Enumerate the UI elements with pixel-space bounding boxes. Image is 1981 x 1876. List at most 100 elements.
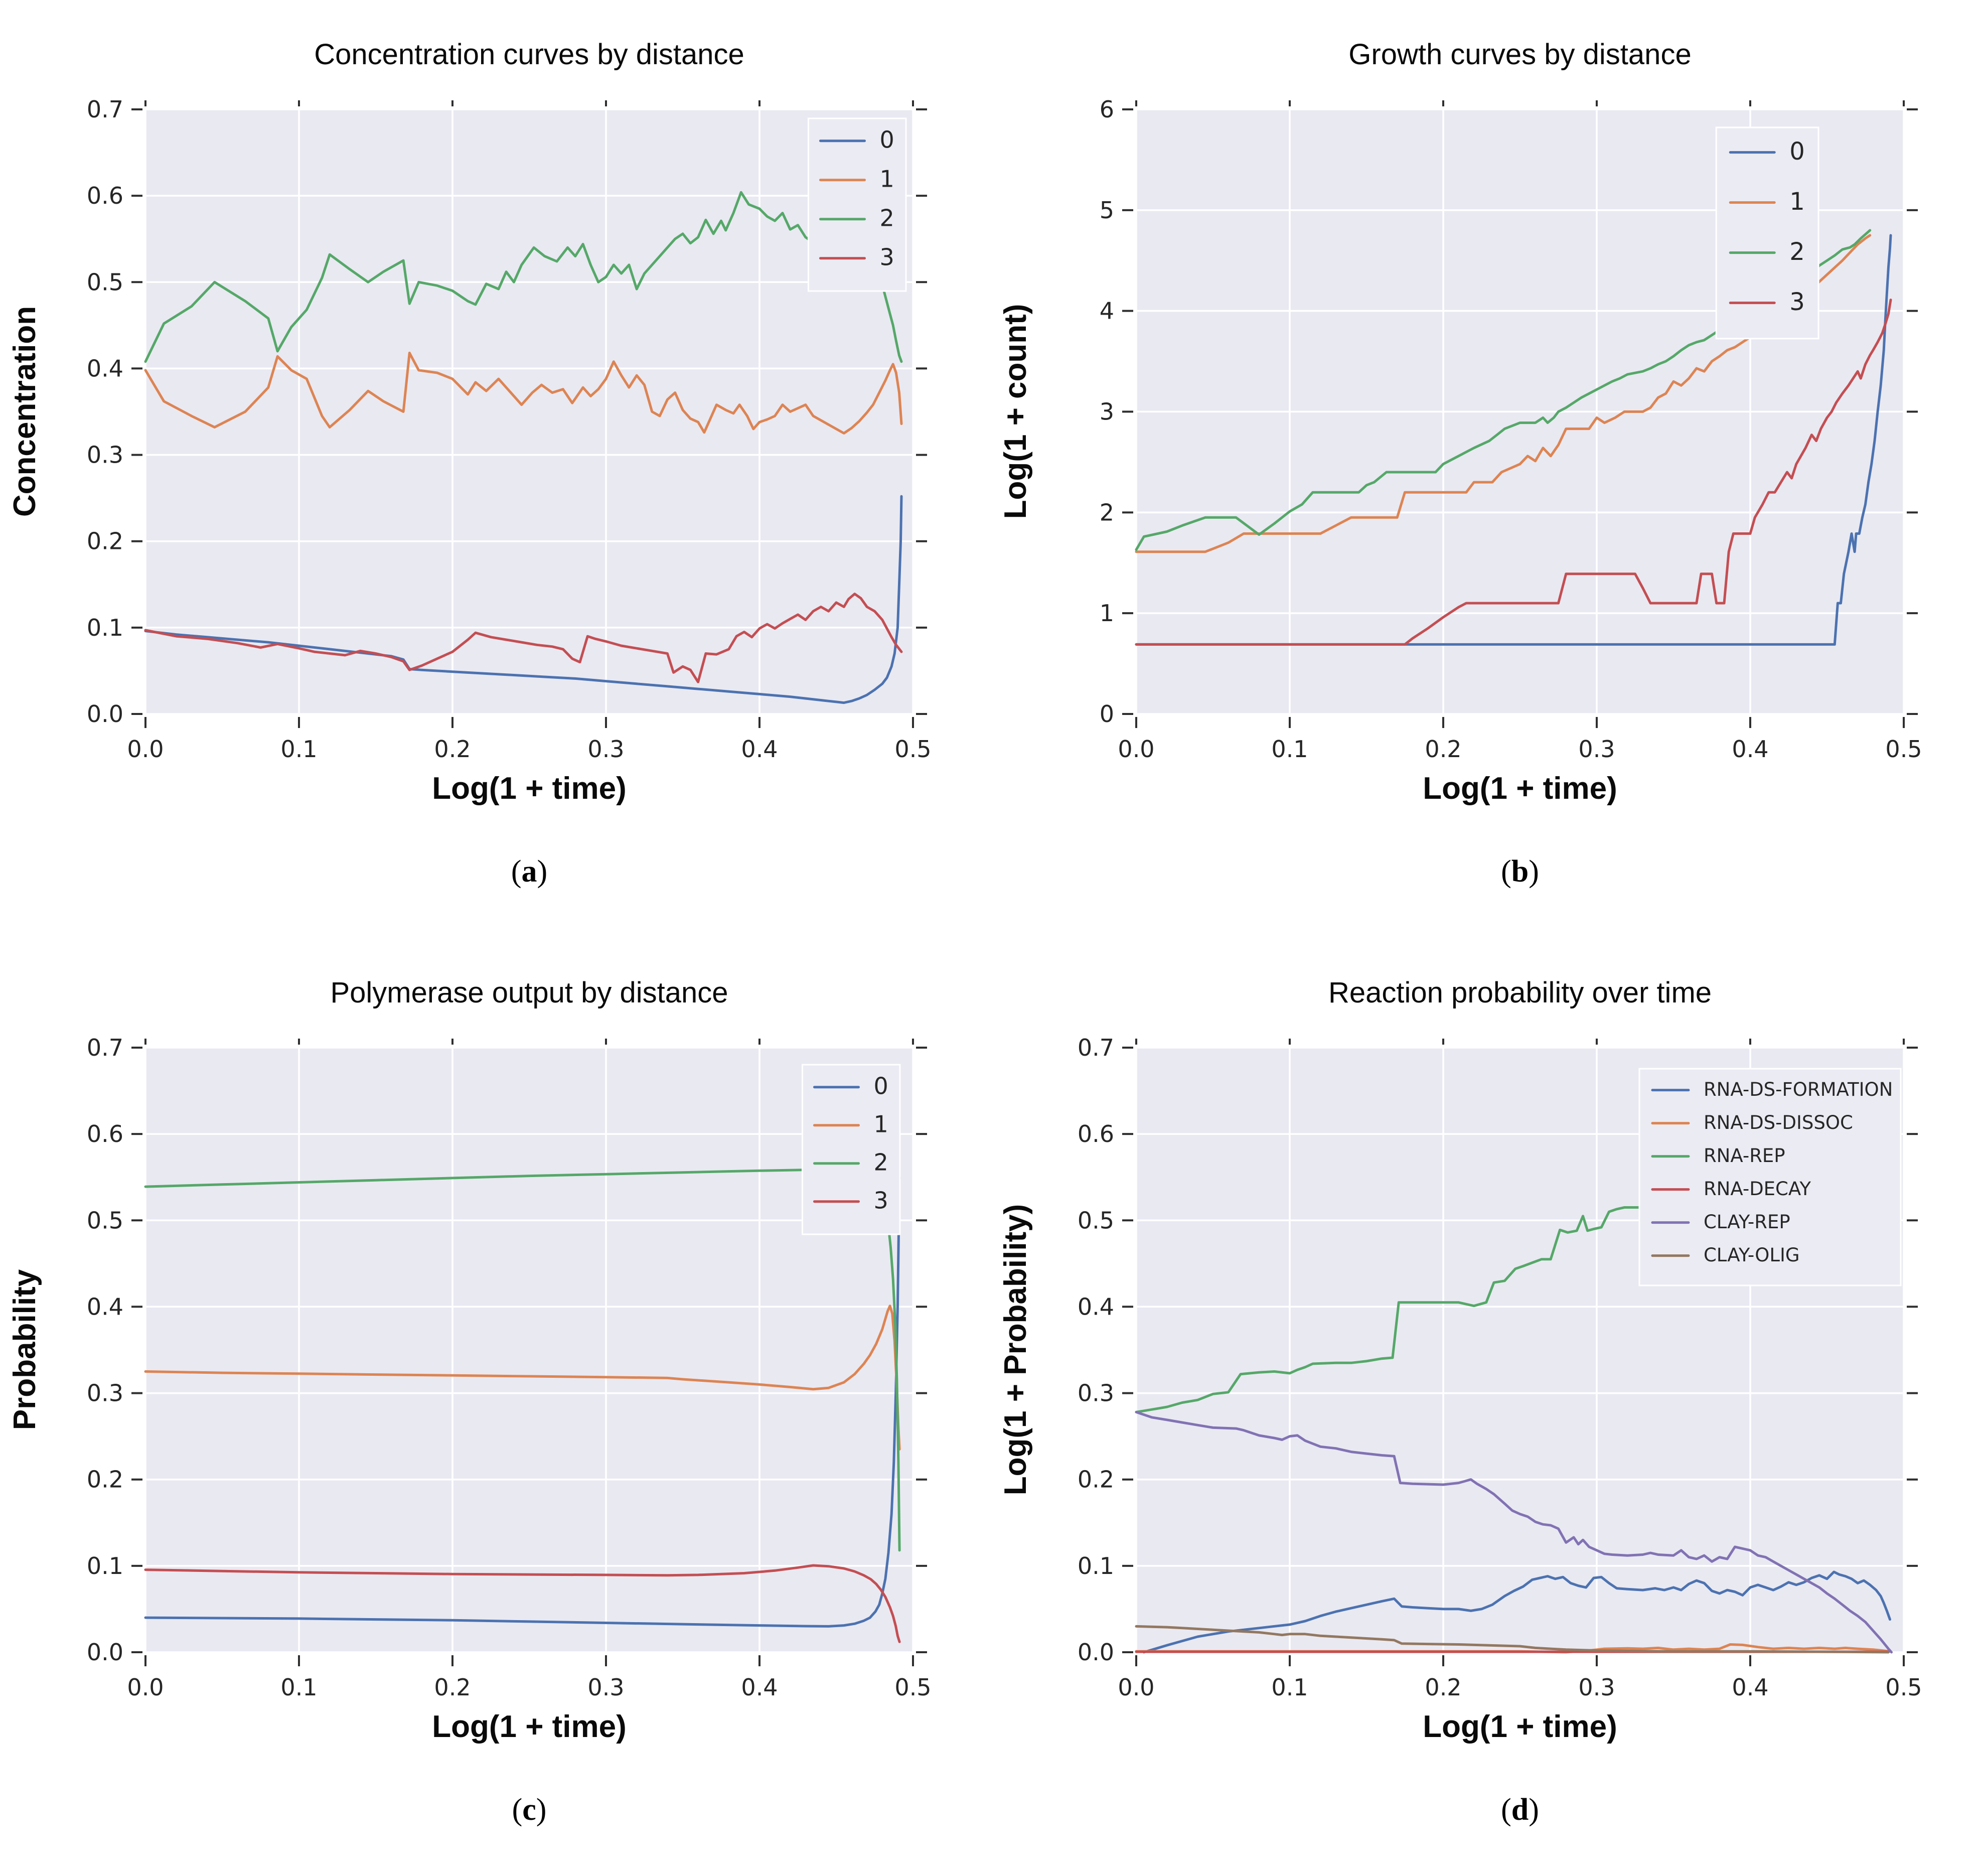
plot-layer: 0.0 0.1 0.2 0.3 0.4 0.5 0.0 0.1 0.2 0.3 0.4 0.5 0.6 0… bbox=[87, 96, 932, 763]
legend-box bbox=[807, 117, 907, 292]
chart-reaction-probability: 0.0 0.1 0.2 0.3 0.4 0.5 0.0 0.1 0.2 0.3 0.4 0.5 0.6 0… bbox=[998, 976, 1922, 1744]
y-tick-label: 0.3 bbox=[87, 442, 123, 469]
chart-title: Reaction probability over time bbox=[1328, 976, 1712, 1009]
y-tick-label: 0.4 bbox=[87, 355, 123, 382]
legend-label-1: 1 bbox=[879, 166, 894, 193]
legend-label-3: 3 bbox=[879, 244, 894, 271]
caption-c: (c) bbox=[145, 1792, 913, 1828]
x-tick-label: 0.5 bbox=[894, 1674, 931, 1701]
plot-layer: 0.0 0.1 0.2 0.3 0.4 0.5 0 1 2 3 4 5 6 0 1 2 3 bbox=[1100, 96, 1922, 763]
caption-letter: b bbox=[1511, 854, 1529, 889]
legend-label-clay-olig: CLAY-OLIG bbox=[1704, 1244, 1800, 1266]
x-tick-label: 0.0 bbox=[127, 1674, 164, 1701]
series-line-1 bbox=[144, 1305, 901, 1451]
legend-label-1: 1 bbox=[873, 1111, 888, 1138]
y-tick-label: 0.7 bbox=[1078, 1034, 1114, 1061]
legend-label-2: 2 bbox=[879, 205, 894, 232]
chart-title: Polymerase output by distance bbox=[330, 976, 728, 1009]
legend-label-0: 0 bbox=[879, 126, 894, 154]
y-tick-label: 0.4 bbox=[1078, 1293, 1114, 1320]
x-tick-label: 0.3 bbox=[587, 736, 624, 763]
x-tick-label: 0.1 bbox=[1271, 736, 1308, 763]
legend-label-rna-decay: RNA-DECAY bbox=[1704, 1178, 1811, 1200]
panel-b: 0.0 0.1 0.2 0.3 0.4 0.5 0 1 2 3 4 5 6 0 1 2 3 Growth cur… bbox=[991, 0, 1981, 938]
x-tick-label: 0.2 bbox=[1425, 736, 1461, 763]
y-axis-label: Concentration bbox=[8, 306, 42, 517]
caption-letter: c bbox=[522, 1793, 536, 1827]
chart-growth: 0.0 0.1 0.2 0.3 0.4 0.5 0 1 2 3 4 5 6 0 1 2 3 Growth cur… bbox=[998, 38, 1922, 806]
x-tick-label: 0.2 bbox=[1425, 1674, 1461, 1701]
x-axis-label: Log(1 + time) bbox=[1423, 771, 1617, 806]
y-tick-label: 0.7 bbox=[87, 1034, 123, 1061]
legend-label-rna-ds-dissoc: RNA-DS-DISSOC bbox=[1704, 1112, 1853, 1133]
y-tick-label: 0.2 bbox=[87, 1466, 123, 1493]
y-tick-label: 0.1 bbox=[1078, 1552, 1114, 1579]
plot-layer: 0.0 0.1 0.2 0.3 0.4 0.5 0.0 0.1 0.2 0.3 0.4 0.5 0.6 0… bbox=[87, 1034, 932, 1701]
legend-label-clay-rep: CLAY-REP bbox=[1704, 1211, 1790, 1233]
legend-label-3: 3 bbox=[1789, 288, 1805, 316]
x-tick-label: 0.5 bbox=[1885, 736, 1922, 763]
x-tick-label: 0.3 bbox=[1578, 1674, 1615, 1701]
caption-letter: a bbox=[521, 854, 537, 889]
y-tick-label: 0.4 bbox=[87, 1293, 123, 1320]
caption-b: (b) bbox=[1136, 854, 1904, 890]
x-tick-label: 0.0 bbox=[1118, 736, 1154, 763]
chart-title: Concentration curves by distance bbox=[314, 38, 744, 71]
x-tick-label: 0.4 bbox=[1732, 1674, 1768, 1701]
series-line-clay-rep bbox=[1135, 1410, 1893, 1654]
caption-open: ( bbox=[511, 854, 522, 889]
y-tick-label: 0.0 bbox=[87, 700, 123, 728]
x-tick-label: 0.0 bbox=[1118, 1674, 1154, 1701]
caption-open: ( bbox=[512, 1793, 523, 1827]
y-tick-label: 0.5 bbox=[1078, 1207, 1114, 1234]
x-tick-label: 0.4 bbox=[741, 736, 778, 763]
series-line-3 bbox=[1135, 299, 1892, 646]
y-tick-label: 0 bbox=[1100, 700, 1114, 728]
legend-label-0: 0 bbox=[873, 1073, 888, 1100]
panel-d: 0.0 0.1 0.2 0.3 0.4 0.5 0.0 0.1 0.2 0.3 0.4 0.5 0.6 0… bbox=[991, 938, 1981, 1876]
y-tick-label: 1 bbox=[1100, 600, 1114, 627]
x-tick-label: 0.1 bbox=[1271, 1674, 1308, 1701]
x-tick-label: 0.0 bbox=[127, 736, 164, 763]
y-tick-label: 0.0 bbox=[1078, 1639, 1114, 1666]
y-tick-label: 4 bbox=[1100, 298, 1114, 325]
series-line-rna-rep bbox=[1135, 1193, 1890, 1413]
y-tick-label: 0.6 bbox=[87, 1120, 123, 1147]
caption-d: (d) bbox=[1136, 1792, 1904, 1828]
y-tick-label: 5 bbox=[1100, 197, 1114, 224]
series-line-3 bbox=[144, 593, 903, 683]
series-line-clay-olig bbox=[1135, 1625, 1890, 1654]
legend-label-rna-rep: RNA-REP bbox=[1704, 1145, 1785, 1167]
series-line-rna-ds-formation bbox=[1142, 1570, 1891, 1654]
caption-close: ) bbox=[1529, 1793, 1539, 1827]
y-tick-label: 0.5 bbox=[87, 1207, 123, 1234]
chart-polymerase: 0.0 0.1 0.2 0.3 0.4 0.5 0.0 0.1 0.2 0.3 0.4 0.5 0.6 0… bbox=[8, 976, 932, 1744]
x-axis-label: Log(1 + time) bbox=[432, 771, 627, 806]
series-line-0 bbox=[144, 495, 903, 704]
x-tick-label: 0.2 bbox=[434, 1674, 471, 1701]
legend-label-2: 2 bbox=[873, 1149, 888, 1176]
legend-label-0: 0 bbox=[1789, 137, 1805, 166]
y-tick-label: 0.2 bbox=[1078, 1466, 1114, 1493]
legend-label-rna-ds-formation: RNA-DS-FORMATION bbox=[1704, 1079, 1893, 1100]
caption-letter: d bbox=[1511, 1793, 1529, 1827]
series-line-0 bbox=[144, 1176, 901, 1628]
caption-close: ) bbox=[536, 1793, 547, 1827]
y-tick-label: 0.7 bbox=[87, 96, 123, 123]
x-tick-label: 0.4 bbox=[1732, 736, 1768, 763]
y-tick-label: 0.3 bbox=[1078, 1380, 1114, 1407]
y-tick-label: 0.6 bbox=[87, 182, 123, 209]
panel-c: 0.0 0.1 0.2 0.3 0.4 0.5 0.0 0.1 0.2 0.3 0.4 0.5 0.6 0… bbox=[0, 938, 990, 1876]
y-tick-label: 3 bbox=[1100, 398, 1114, 425]
x-tick-label: 0.5 bbox=[894, 736, 931, 763]
x-tick-label: 0.1 bbox=[280, 1674, 317, 1701]
series-line-3 bbox=[144, 1564, 901, 1643]
plot-area bbox=[145, 1048, 913, 1652]
caption-close: ) bbox=[1529, 854, 1539, 889]
legend-box bbox=[1638, 1068, 1902, 1286]
series-line-0 bbox=[1135, 234, 1892, 646]
plot-layer: 0.0 0.1 0.2 0.3 0.4 0.5 0.0 0.1 0.2 0.3 0.4 0.5 0.6 0… bbox=[1078, 1034, 1922, 1701]
y-axis-label: Log(1 + Probability) bbox=[998, 1204, 1033, 1495]
y-tick-label: 0.1 bbox=[87, 614, 123, 641]
